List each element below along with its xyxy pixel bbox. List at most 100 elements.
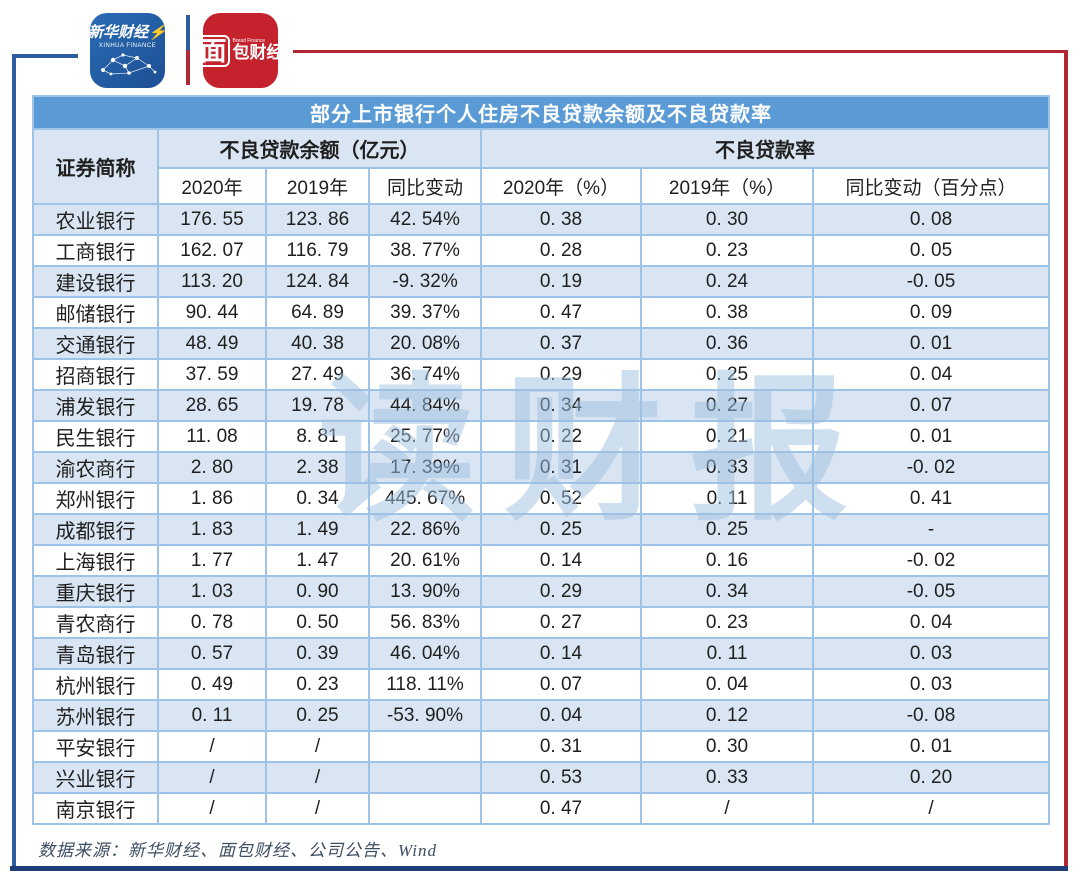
value-cell: 8. 81: [265, 420, 370, 453]
value-cell: 445. 67%: [368, 482, 482, 515]
value-cell: 19. 78: [265, 389, 370, 422]
value-cell: 0. 01: [811, 420, 1051, 453]
value-cell: 0. 21: [640, 420, 814, 453]
value-cell: 48. 49: [157, 327, 267, 360]
value-cell: /: [265, 761, 370, 794]
value-cell: 0. 47: [480, 792, 642, 825]
frame-left-vertical-line: [12, 54, 16, 868]
value-cell: 0. 25: [480, 513, 642, 546]
column-header-balance-change: 同比变动: [368, 167, 482, 205]
value-cell: 0. 90: [265, 575, 370, 608]
value-cell: 0. 27: [480, 606, 642, 639]
column-header-balance-2019: 2019年: [265, 167, 370, 205]
bank-name-cell: 南京银行: [32, 792, 159, 825]
value-cell: 0. 19: [480, 265, 642, 298]
value-cell: 1. 49: [265, 513, 370, 546]
bank-name-cell: 成都银行: [32, 513, 159, 546]
value-cell: 0. 34: [480, 389, 642, 422]
value-cell: 113. 20: [157, 265, 267, 298]
value-cell: 0. 07: [811, 389, 1051, 422]
value-cell: 36. 74%: [368, 358, 482, 391]
value-cell: 25. 77%: [368, 420, 482, 453]
value-cell: 90. 44: [157, 296, 267, 329]
bread-finance-logo: 面 Bread Finance 包财经: [203, 13, 278, 88]
table-row: 邮储银行 90. 44 64. 89 39. 37% 0. 47 0. 38 0. 09: [32, 296, 1051, 329]
bank-name-cell: 青农商行: [32, 606, 159, 639]
bank-name-cell: 杭州银行: [32, 668, 159, 701]
value-cell: 0. 01: [811, 730, 1051, 763]
value-cell: 0. 31: [480, 730, 642, 763]
value-cell: 0. 23: [640, 234, 814, 267]
value-cell: 38. 77%: [368, 234, 482, 267]
value-cell: [368, 730, 482, 763]
frame-right-vertical-line: [1064, 50, 1068, 868]
table-row: 杭州银行 0. 49 0. 23 118. 11% 0. 07 0. 04 0. 03: [32, 668, 1051, 701]
value-cell: 0. 07: [480, 668, 642, 701]
value-cell: -0. 08: [811, 699, 1051, 732]
value-cell: /: [157, 730, 267, 763]
table-row: 交通银行 48. 49 40. 38 20. 08% 0. 37 0. 36 0. 01: [32, 327, 1051, 360]
value-cell: 0. 34: [265, 482, 370, 515]
table-row: 重庆银行 1. 03 0. 90 13. 90% 0. 29 0. 34 -0. 05: [32, 575, 1051, 608]
bank-name-cell: 青岛银行: [32, 637, 159, 670]
value-cell: 27. 49: [265, 358, 370, 391]
value-cell: 11. 08: [157, 420, 267, 453]
npl-data-table: 部分上市银行个人住房不良贷款余额及不良贷款率 证券简称 不良贷款余额（亿元） 不…: [31, 95, 1051, 825]
value-cell: 0. 14: [480, 544, 642, 577]
value-cell: 0. 09: [811, 296, 1051, 329]
value-cell: 0. 47: [480, 296, 642, 329]
value-cell: 0. 27: [640, 389, 814, 422]
value-cell: 0. 04: [640, 668, 814, 701]
value-cell: /: [265, 730, 370, 763]
value-cell: 0. 03: [811, 668, 1051, 701]
value-cell: 0. 11: [157, 699, 267, 732]
xinhua-finance-logo: 新华财经⚡ XINHUA FINANCE: [90, 13, 165, 88]
value-cell: 13. 90%: [368, 575, 482, 608]
value-cell: 0. 12: [640, 699, 814, 732]
value-cell: 0. 36: [640, 327, 814, 360]
value-cell: 0. 23: [640, 606, 814, 639]
bank-name-cell: 民生银行: [32, 420, 159, 453]
value-cell: 1. 47: [265, 544, 370, 577]
frame-top-left-horizontal-line: [12, 54, 78, 58]
value-cell: 118. 11%: [368, 668, 482, 701]
column-group-balance: 不良贷款余额（亿元）: [157, 128, 482, 169]
table-row: 苏州银行 0. 11 0. 25 -53. 90% 0. 04 0. 12 -0. 08: [32, 699, 1051, 732]
table-row: 青岛银行 0. 57 0. 39 46. 04% 0. 14 0. 11 0. 03: [32, 637, 1051, 670]
value-cell: 0. 04: [480, 699, 642, 732]
value-cell: 0. 08: [811, 203, 1051, 236]
value-cell: 176. 55: [157, 203, 267, 236]
bank-name-cell: 邮储银行: [32, 296, 159, 329]
value-cell: 0. 11: [640, 637, 814, 670]
bank-name-cell: 工商银行: [32, 234, 159, 267]
value-cell: -0. 05: [811, 575, 1051, 608]
value-cell: 37. 59: [157, 358, 267, 391]
bread-logo-mian-glyph: 面: [203, 34, 230, 67]
table-row: 招商银行 37. 59 27. 49 36. 74% 0. 29 0. 25 0. 04: [32, 358, 1051, 391]
value-cell: -0. 05: [811, 265, 1051, 298]
value-cell: 0. 05: [811, 234, 1051, 267]
value-cell: 56. 83%: [368, 606, 482, 639]
value-cell: -9. 32%: [368, 265, 482, 298]
xinhua-logo-en-text: XINHUA FINANCE: [98, 42, 157, 49]
frame-top-right-horizontal-line: [293, 50, 1068, 53]
value-cell: 0. 03: [811, 637, 1051, 670]
value-cell: 2. 80: [157, 451, 267, 484]
table-row: 渝农商行 2. 80 2. 38 17. 39% 0. 31 0. 33 -0. 02: [32, 451, 1051, 484]
value-cell: 0. 22: [480, 420, 642, 453]
network-graphic-icon: [100, 52, 156, 75]
value-cell: 0. 41: [811, 482, 1051, 515]
value-cell: /: [157, 761, 267, 794]
table-title: 部分上市银行个人住房不良贷款余额及不良贷款率: [31, 95, 1051, 130]
value-cell: 124. 84: [265, 265, 370, 298]
value-cell: 0. 01: [811, 327, 1051, 360]
column-header-balance-2020: 2020年: [157, 167, 267, 205]
value-cell: /: [265, 792, 370, 825]
bank-name-cell: 郑州银行: [32, 482, 159, 515]
value-cell: 20. 08%: [368, 327, 482, 360]
value-cell: 0. 29: [480, 358, 642, 391]
table-row: 浦发银行 28. 65 19. 78 44. 84% 0. 34 0. 27 0. 07: [32, 389, 1051, 422]
value-cell: 20. 61%: [368, 544, 482, 577]
value-cell: 0. 11: [640, 482, 814, 515]
